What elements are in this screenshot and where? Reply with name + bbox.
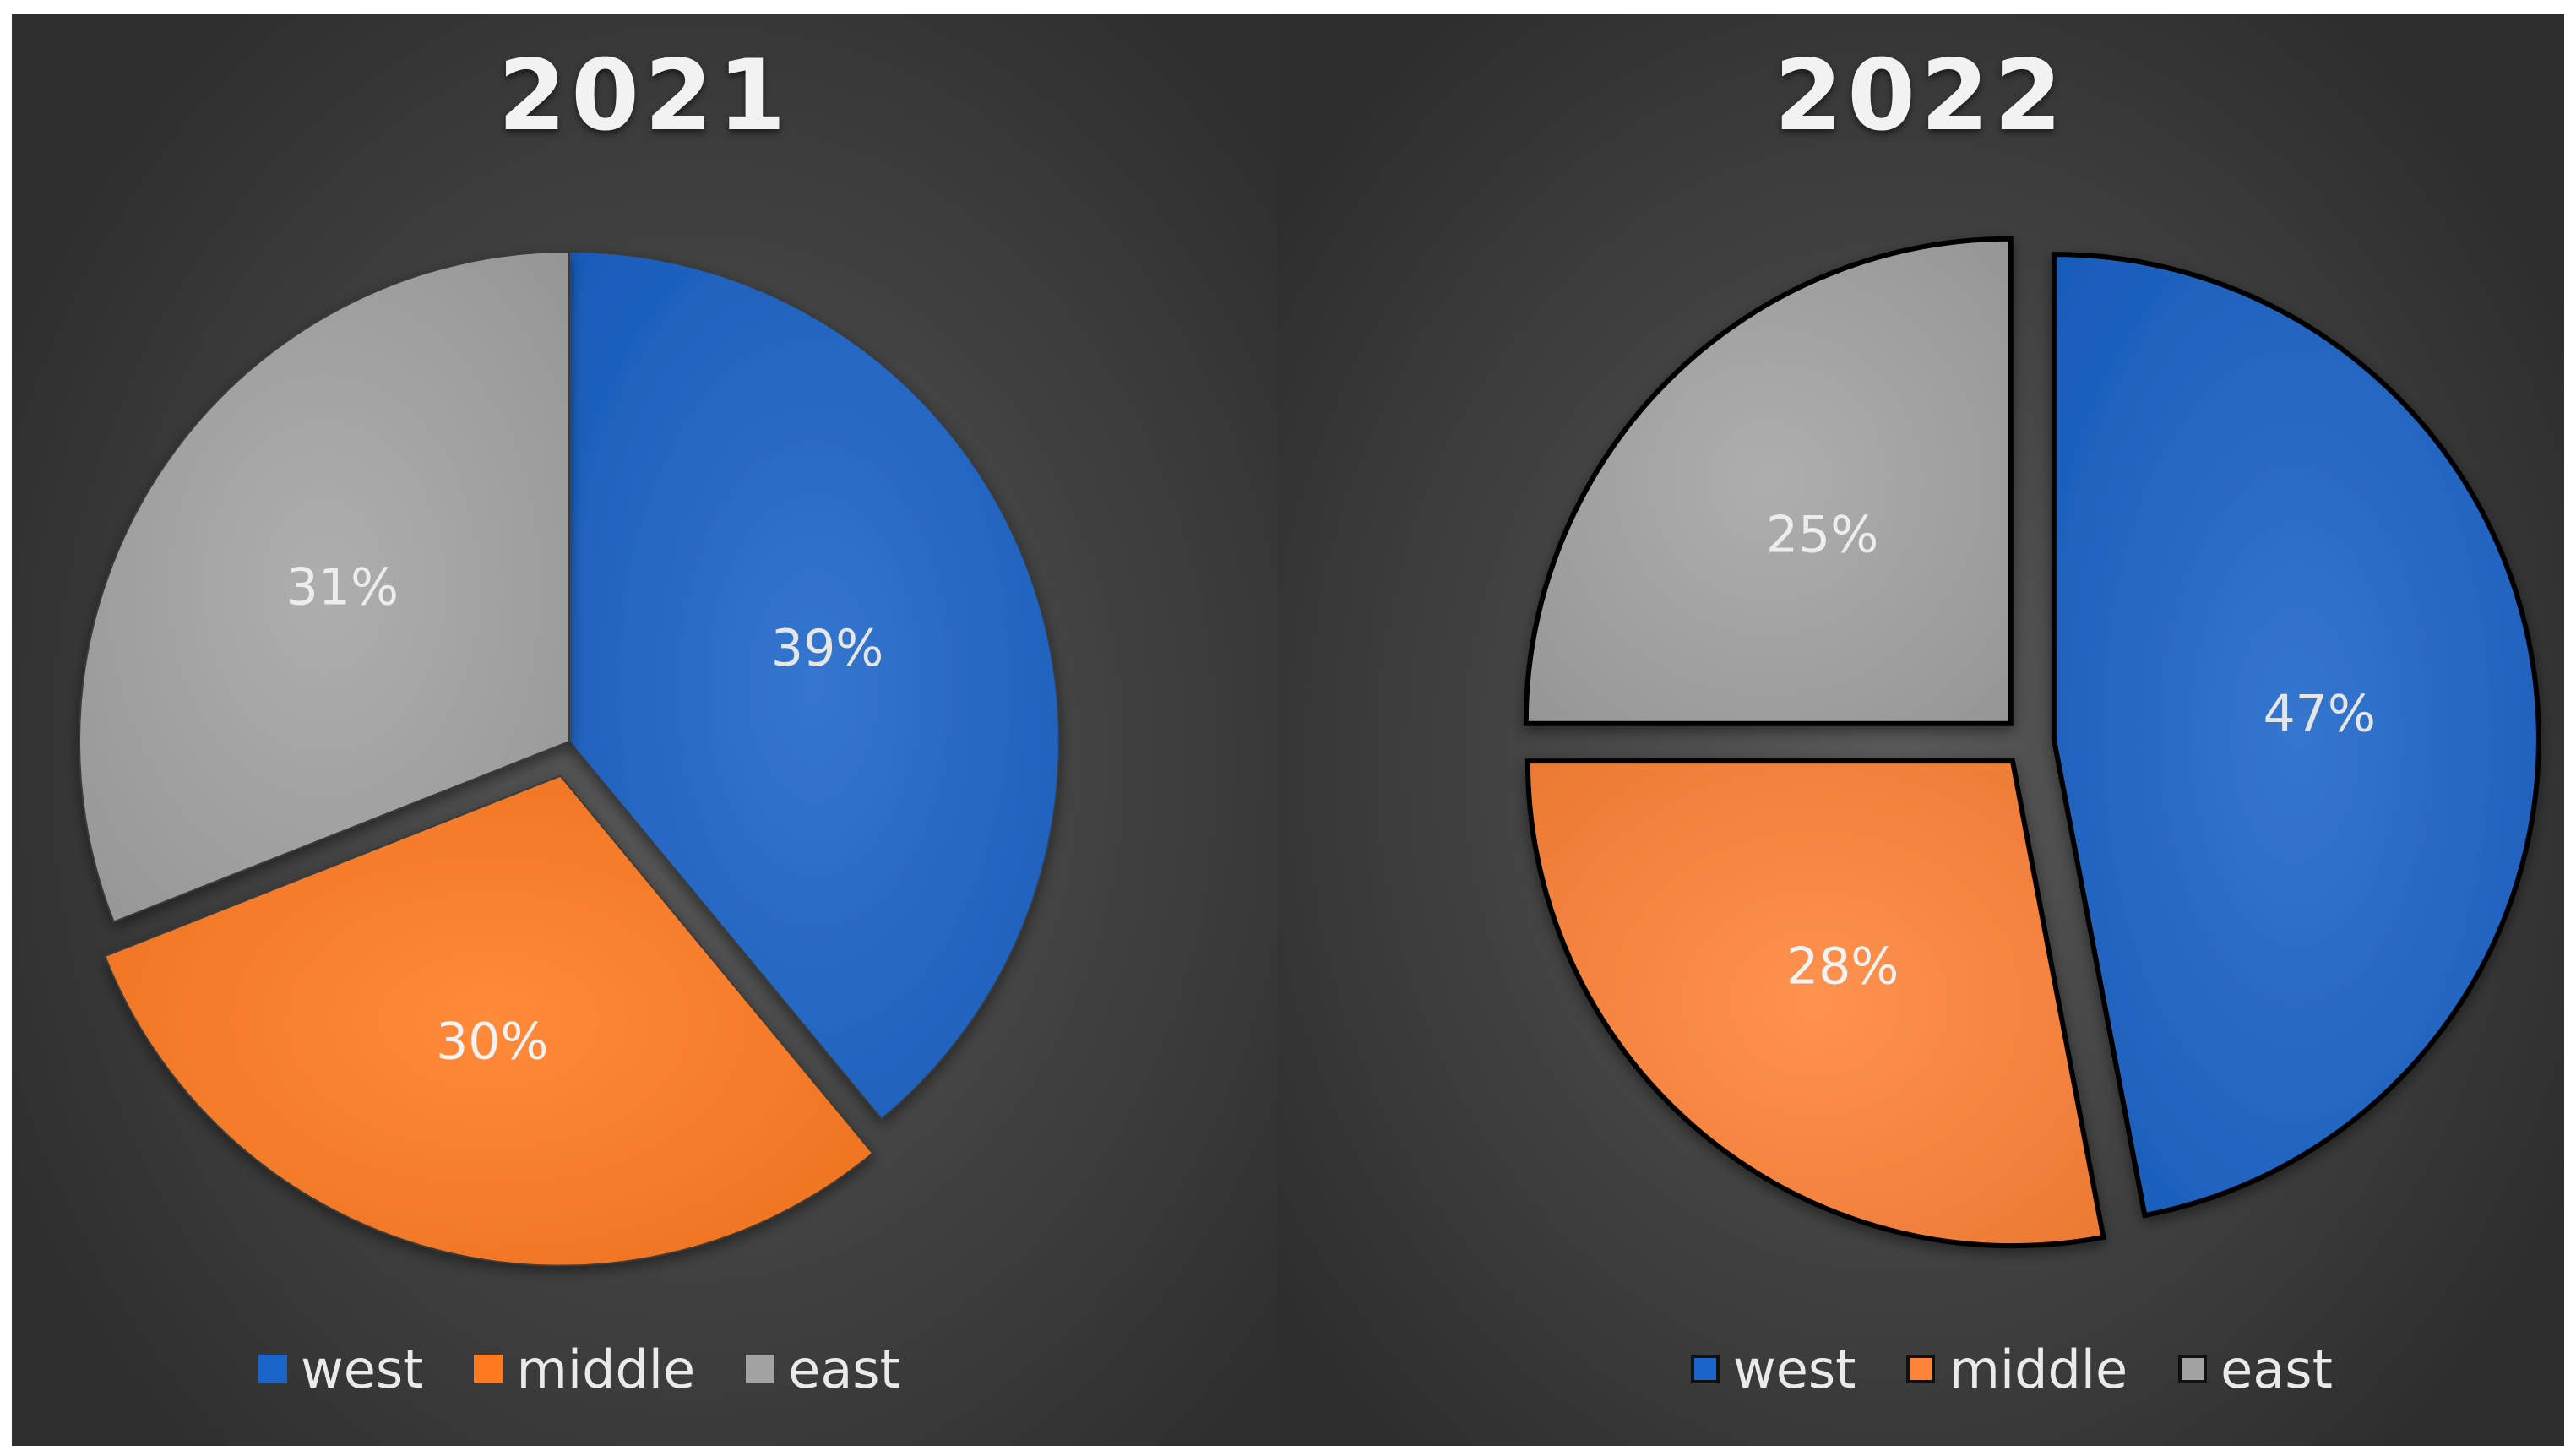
legend-label-east: east bbox=[788, 1338, 900, 1400]
pie-chart-2021: 2021 39% 30% 31% west middle east bbox=[12, 14, 1277, 1446]
legend-swatch-middle bbox=[1906, 1355, 1936, 1383]
data-label-west: 47% bbox=[2263, 684, 2375, 743]
legend-swatch-middle bbox=[474, 1355, 503, 1383]
data-label-middle: 28% bbox=[1786, 937, 1899, 996]
legend-label-west: west bbox=[301, 1338, 424, 1400]
data-label-west: 39% bbox=[771, 619, 883, 678]
pie-plot-2022: 47% 28% 25% bbox=[1523, 236, 2541, 1249]
pie-slice-east bbox=[1523, 236, 2014, 726]
legend-label-east: east bbox=[2220, 1338, 2333, 1400]
legend-2021: west middle east bbox=[258, 1331, 900, 1407]
legend-swatch-east bbox=[2178, 1355, 2208, 1383]
data-label-middle: 30% bbox=[436, 1012, 548, 1071]
legend-label-west: west bbox=[1733, 1338, 1856, 1400]
legend-swatch-west bbox=[258, 1355, 287, 1383]
pie-plot-2021: 39% 30% 31% bbox=[79, 250, 1060, 1267]
legend-item-middle: middle bbox=[474, 1339, 695, 1400]
data-label-east: 25% bbox=[1766, 506, 1878, 565]
pie-slice-middle bbox=[1524, 758, 2106, 1249]
legend-label-middle: middle bbox=[516, 1338, 696, 1400]
legend-item-west: west bbox=[1691, 1339, 1856, 1400]
legend-swatch-west bbox=[1691, 1355, 1720, 1383]
pie-slice-east bbox=[79, 250, 570, 923]
pie-slice-west bbox=[2051, 252, 2541, 1219]
legend-label-middle: middle bbox=[1948, 1338, 2128, 1400]
legend-2022: west middle east bbox=[1691, 1331, 2333, 1407]
legend-item-middle: middle bbox=[1906, 1339, 2128, 1400]
chart-title-2022: 2022 bbox=[1774, 39, 2068, 153]
pie-chart-2022: 2022 47% 28% 25% west middle east bbox=[1277, 14, 2564, 1446]
legend-item-east: east bbox=[2178, 1339, 2333, 1400]
legend-item-east: east bbox=[746, 1339, 900, 1400]
pie-slice-west bbox=[568, 250, 1060, 1121]
chart-title-2021: 2021 bbox=[497, 39, 791, 153]
pie-slice-middle bbox=[103, 774, 874, 1267]
data-label-east: 31% bbox=[286, 557, 399, 617]
legend-swatch-east bbox=[746, 1355, 775, 1383]
legend-item-west: west bbox=[258, 1339, 423, 1400]
